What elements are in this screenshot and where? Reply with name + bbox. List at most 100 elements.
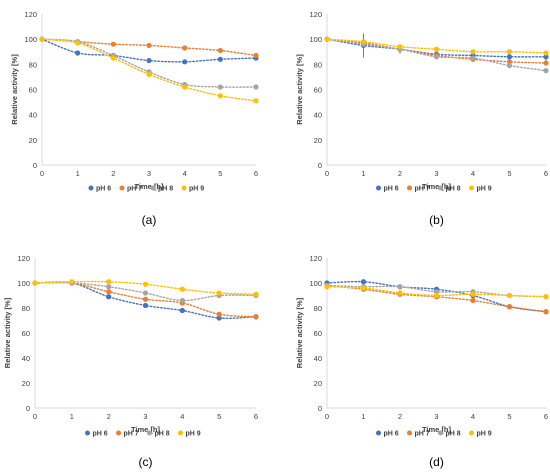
legend-marker xyxy=(147,430,152,436)
legend-label: pH 8 xyxy=(158,186,173,193)
data-point xyxy=(106,279,112,285)
data-point xyxy=(217,47,223,54)
y-tick-label: 20 xyxy=(22,379,30,388)
data-point xyxy=(543,60,549,66)
data-point xyxy=(217,56,223,62)
x-tick-label: 4 xyxy=(471,412,475,421)
data-point xyxy=(433,289,440,295)
data-point xyxy=(360,279,367,285)
data-point xyxy=(179,297,185,304)
x-tick-label: 6 xyxy=(254,169,258,178)
data-point xyxy=(543,68,549,74)
legend-marker xyxy=(88,185,94,191)
legend-label: pH 8 xyxy=(446,186,461,193)
y-tick-label: 100 xyxy=(17,279,30,288)
y-tick-label: 40 xyxy=(22,354,30,363)
x-tick-label: 1 xyxy=(70,412,74,421)
data-point xyxy=(216,315,222,321)
data-point xyxy=(360,285,367,291)
data-point xyxy=(146,57,152,64)
y-tick-label: 20 xyxy=(29,136,37,145)
y-tick-label: 60 xyxy=(314,86,322,95)
x-tick-label: 1 xyxy=(76,169,80,178)
x-tick-label: 4 xyxy=(180,412,184,421)
legend-label: pH 8 xyxy=(446,431,461,438)
data-point xyxy=(69,279,75,285)
data-point xyxy=(397,284,403,290)
data-point xyxy=(543,294,549,300)
chart-panel-b: 0 20 40 60 80 100 120 0 1 2 3 4 5 6 Time [h] Relative a… xyxy=(295,10,549,227)
legend-label: pH 6 xyxy=(93,431,108,438)
legend-label: pH 8 xyxy=(155,431,170,438)
x-tick-label: 5 xyxy=(217,412,221,421)
data-point xyxy=(75,50,81,56)
x-tick-label: 3 xyxy=(143,412,147,421)
y-tick-label: 0 xyxy=(318,161,322,170)
x-tick-label: 3 xyxy=(147,169,151,178)
data-point xyxy=(543,54,549,60)
x-tick-label: 0 xyxy=(325,412,329,421)
data-point xyxy=(253,314,259,320)
x-tick-label: 5 xyxy=(507,169,511,178)
legend-marker xyxy=(85,430,90,436)
data-point xyxy=(324,36,330,42)
legend-label: pH 9 xyxy=(477,431,492,438)
data-point xyxy=(543,309,549,315)
data-point xyxy=(433,292,440,299)
data-point xyxy=(506,54,513,60)
data-point xyxy=(470,291,476,297)
legend-marker xyxy=(119,185,125,191)
legend-marker xyxy=(178,430,183,436)
data-point xyxy=(470,55,476,61)
legend-label: pH 9 xyxy=(186,431,201,438)
x-tick-label: 1 xyxy=(361,412,365,421)
x-tick-label: 3 xyxy=(434,412,438,421)
y-tick-label: 120 xyxy=(17,254,30,263)
data-point xyxy=(506,49,513,55)
y-tick-label: 60 xyxy=(29,86,37,95)
y-tick-label: 20 xyxy=(314,136,322,145)
y-axis-title: Relative activity [%] xyxy=(295,54,304,125)
y-axis-title: Relative activity [%] xyxy=(3,297,12,368)
legend-marker xyxy=(376,430,381,436)
x-axis-title: Time [h] xyxy=(131,425,161,434)
data-point xyxy=(110,41,116,47)
data-point xyxy=(506,304,513,310)
y-tick-label: 80 xyxy=(22,304,30,313)
panel-label: (c) xyxy=(139,455,153,469)
legend-marker xyxy=(438,185,443,191)
data-point xyxy=(106,294,112,300)
y-tick-label: 120 xyxy=(309,10,322,19)
data-point xyxy=(142,302,149,309)
y-tick-label: 100 xyxy=(24,35,37,44)
data-point xyxy=(216,311,222,317)
data-point xyxy=(146,42,152,49)
y-tick-label: 0 xyxy=(318,404,322,413)
legend-label: pH 7 xyxy=(127,186,142,193)
x-tick-label: 0 xyxy=(325,169,329,178)
legend-label: pH 6 xyxy=(384,431,399,438)
data-point xyxy=(433,46,440,52)
x-tick-label: 3 xyxy=(434,169,438,178)
data-point xyxy=(182,59,188,65)
y-tick-label: 20 xyxy=(314,379,322,388)
x-tick-label: 0 xyxy=(40,169,44,178)
data-point xyxy=(106,284,112,290)
legend-marker xyxy=(376,185,381,191)
legend-marker xyxy=(407,185,412,191)
y-tick-label: 0 xyxy=(26,404,30,413)
data-point xyxy=(146,71,152,77)
data-point xyxy=(179,307,185,314)
chart-panel-d: 0 20 40 60 80 100 120 0 1 2 3 4 5 6 Time [h] Relative a… xyxy=(295,254,549,469)
x-tick-label: 2 xyxy=(107,412,111,421)
y-tick-label: 120 xyxy=(309,254,322,263)
y-tick-label: 100 xyxy=(309,279,322,288)
data-point xyxy=(433,54,440,60)
y-tick-label: 60 xyxy=(314,329,322,338)
x-tick-label: 4 xyxy=(471,169,475,178)
y-tick-label: 0 xyxy=(33,161,37,170)
y-axis-title: Relative activity [%] xyxy=(295,297,304,368)
legend-label: pH 6 xyxy=(96,186,111,193)
x-tick-label: 0 xyxy=(33,412,37,421)
